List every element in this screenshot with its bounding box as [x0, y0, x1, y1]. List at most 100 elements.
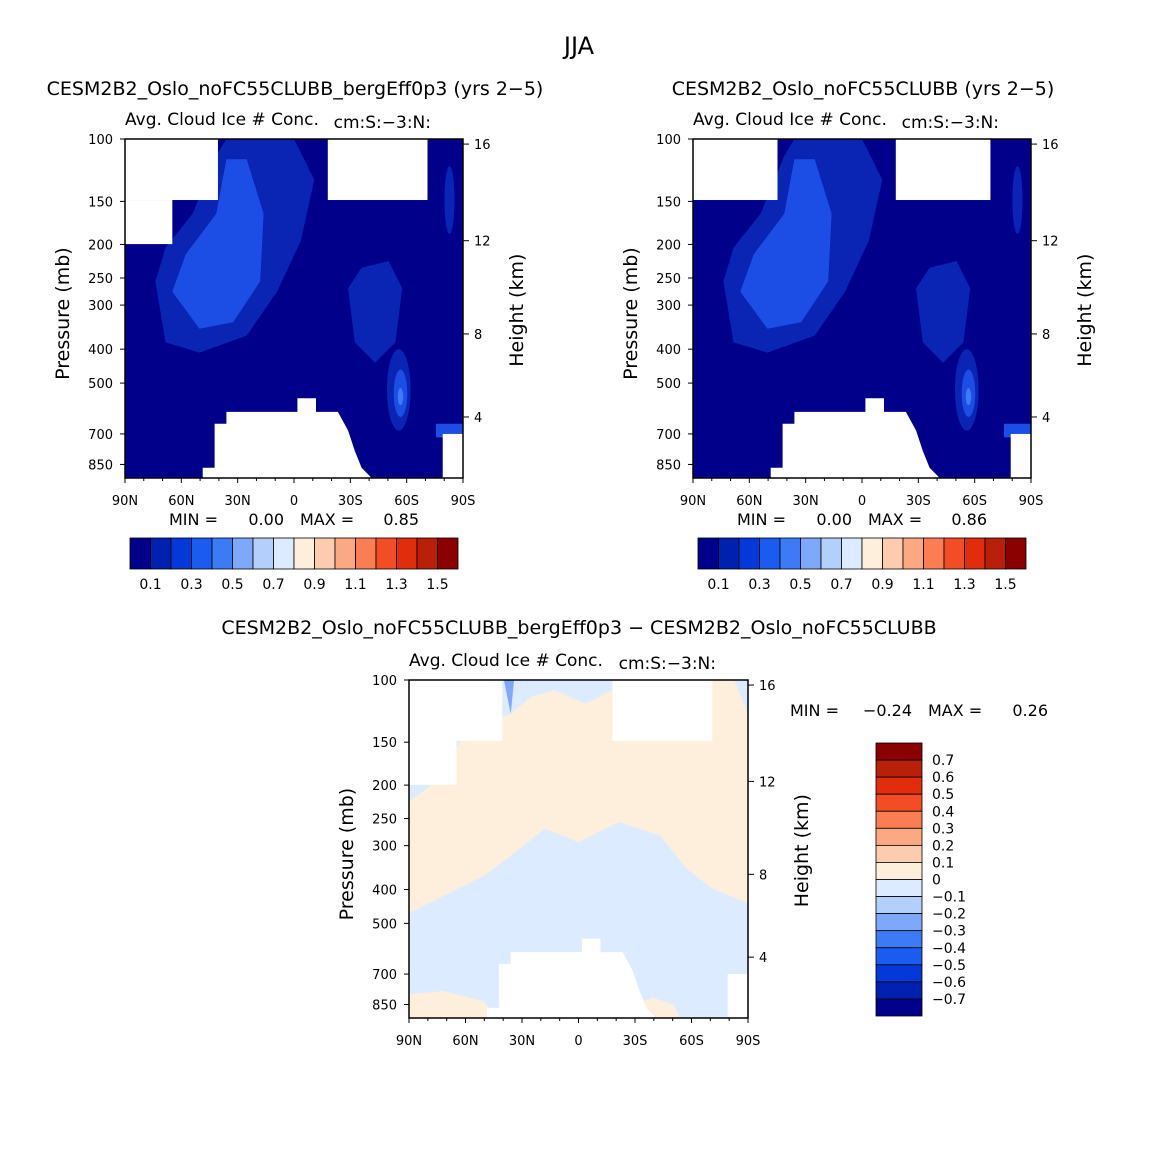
panel3-xtick-label: 30S [623, 1034, 648, 1049]
panel3-ytick-label: 250 [372, 813, 397, 828]
panel3-colorbar-label: −0.6 [932, 975, 966, 991]
panel2-ytick-label: 250 [656, 272, 681, 287]
panel3-title: CESM2B2_Oslo_noFC55CLUBB_bergEff0p3 − CE… [221, 617, 936, 639]
panel3-colorbar-box [875, 793, 923, 812]
panel1-colorbar-box [355, 537, 377, 570]
panel3-ytick-label: 400 [372, 884, 397, 899]
panel3-colorbar-label: 0.4 [932, 804, 954, 820]
missing-region [487, 938, 657, 1018]
missing-region [202, 398, 372, 478]
panel3-height-tick-label: 16 [759, 679, 776, 694]
panel1-xtick-label: 90S [451, 494, 476, 509]
panel1-height-tick-label: 16 [474, 138, 491, 153]
panel3-colorbar-box [875, 998, 923, 1017]
panel2-colorbar-label: 0.9 [871, 577, 893, 593]
panel2-height-tick-label: 16 [1042, 138, 1059, 153]
panel3-xtick-label: 60N [452, 1034, 478, 1049]
panel3-colorbar-label: −0.5 [932, 958, 966, 974]
panel1-colorbar-box [129, 537, 151, 570]
panel2-max-value: 0.86 [951, 510, 987, 529]
panel3-colorbar-box [875, 827, 923, 846]
panel1-height-tick-label: 12 [474, 235, 491, 250]
panel3-xtick-label: 60S [679, 1034, 704, 1049]
panel2-colorbar-box [861, 537, 883, 570]
panel2-xtick-label: 30S [906, 494, 931, 509]
panel2-xtick-label: 90S [1019, 494, 1044, 509]
panel1-colorbar-label: 0.9 [303, 577, 325, 593]
panel1-ytick-label: 300 [88, 299, 113, 314]
missing-region [409, 680, 503, 741]
panel1-colorbar-box [211, 537, 233, 570]
panel3-colorbar-box [875, 879, 923, 897]
panel2-xtick-label: 90N [680, 494, 706, 509]
panel1-xtick-label: 30S [338, 494, 363, 509]
panel1-colorbar-box [293, 537, 315, 570]
panel1-colorbar-box [191, 537, 213, 570]
panel3-colorbar-box [875, 776, 923, 795]
missing-region [693, 139, 778, 201]
panel1-colorbar: 0.1 0.3 0.5 0.7 0.9 1.1 1.3 1.5 [129, 537, 459, 593]
panel3-min-label: MIN = [790, 701, 839, 720]
missing-region [327, 139, 428, 201]
panel1-xtick-label: 0 [290, 494, 298, 509]
panel2-colorbar-box [718, 537, 740, 570]
panel1-ytick-label: 250 [88, 272, 113, 287]
panel2-ytick-label: 500 [656, 377, 681, 392]
panel3-ytick-label: 500 [372, 917, 397, 932]
panel2-colorbar-label: 0.5 [789, 577, 811, 593]
panel2-ytick-label: 300 [656, 299, 681, 314]
panel1-min-value: 0.00 [248, 510, 284, 529]
panel3-ytick-label: 700 [372, 968, 397, 983]
panel1-colorbar-label: 1.3 [385, 577, 407, 593]
panel3-colorbar-box [875, 742, 923, 761]
panel2-height-tick-label: 12 [1042, 235, 1059, 250]
panel3-colorbar-label: 0.5 [932, 787, 954, 803]
panel2-min-label: MIN = [737, 510, 786, 529]
missing-region [770, 398, 940, 478]
panel3-subtitle-right: cm:S:−3:N: [619, 654, 716, 674]
panel1-ytick-label: 100 [88, 133, 113, 148]
panel3-colorbar-box [875, 947, 923, 966]
panel3-colorbar-label: −0.1 [932, 890, 966, 906]
panel1-min-label: MIN = [169, 510, 218, 529]
panel1-subtitle-right: cm:S:−3:N: [334, 113, 431, 133]
panel3-colorbar-label: 0.3 [932, 821, 954, 837]
panel2-ytick-label: 100 [656, 133, 681, 148]
panel1-colorbar-box [314, 537, 336, 570]
panel2-ylabel: Pressure (mb) [620, 247, 642, 380]
panel1-colorbar-box [273, 537, 295, 570]
panel3-colorbar-label: −0.4 [932, 941, 966, 957]
panel3-height-tick-label: 4 [759, 951, 767, 966]
panel3-colorbar-box [875, 759, 923, 778]
panel2-ytick-label: 150 [656, 195, 681, 210]
missing-region [442, 433, 463, 478]
panel3-ytick-label: 150 [372, 736, 397, 751]
panel3-axes: 90N 60N 30N 0 30S 60S 90S 100 150 200 250 300 400 500… [221, 617, 1048, 1049]
panel1-title: CESM2B2_Oslo_noFC55CLUBB_bergEff0p3 (yrs… [47, 78, 544, 100]
panel3-colorbar-box [875, 964, 923, 983]
panel2-colorbar-box [1005, 537, 1027, 570]
panel3-xtick-label: 90N [396, 1034, 422, 1049]
missing-region [727, 974, 748, 1018]
panel2-colorbar: 0.1 0.3 0.5 0.7 0.9 1.1 1.3 1.5 [697, 537, 1027, 593]
panel3-ytick-label: 100 [372, 674, 397, 689]
panel2-title: CESM2B2_Oslo_noFC55CLUBB (yrs 2−5) [672, 78, 1055, 100]
panel2-colorbar-box [984, 537, 1006, 570]
contour-level-3 [397, 388, 404, 406]
panel3-colorbar-label: 0.6 [932, 770, 954, 786]
panel3-colorbar-box [875, 930, 923, 949]
contour-level-3 [965, 388, 972, 406]
panel3-colorbar-box [875, 862, 923, 880]
panel2-ytick-label: 400 [656, 343, 681, 358]
panel3-height-tick-label: 8 [759, 868, 767, 883]
panel1-xtick-label: 30N [225, 494, 251, 509]
panel2-colorbar-box [759, 537, 781, 570]
panel2-colorbar-box [841, 537, 863, 570]
panel3-height-tick-label: 12 [759, 775, 776, 790]
missing-region [1010, 433, 1031, 478]
panel1-ytick-label: 850 [88, 458, 113, 473]
panel1-axes: 90N 60N 30N 0 30S 60S 90S 100 150 200 250 300 400 500… [47, 78, 544, 529]
panel1-colorbar-label: 0.1 [139, 577, 161, 593]
panel2-xtick-label: 60S [962, 494, 987, 509]
panel2-colorbar-label: 0.3 [748, 577, 770, 593]
